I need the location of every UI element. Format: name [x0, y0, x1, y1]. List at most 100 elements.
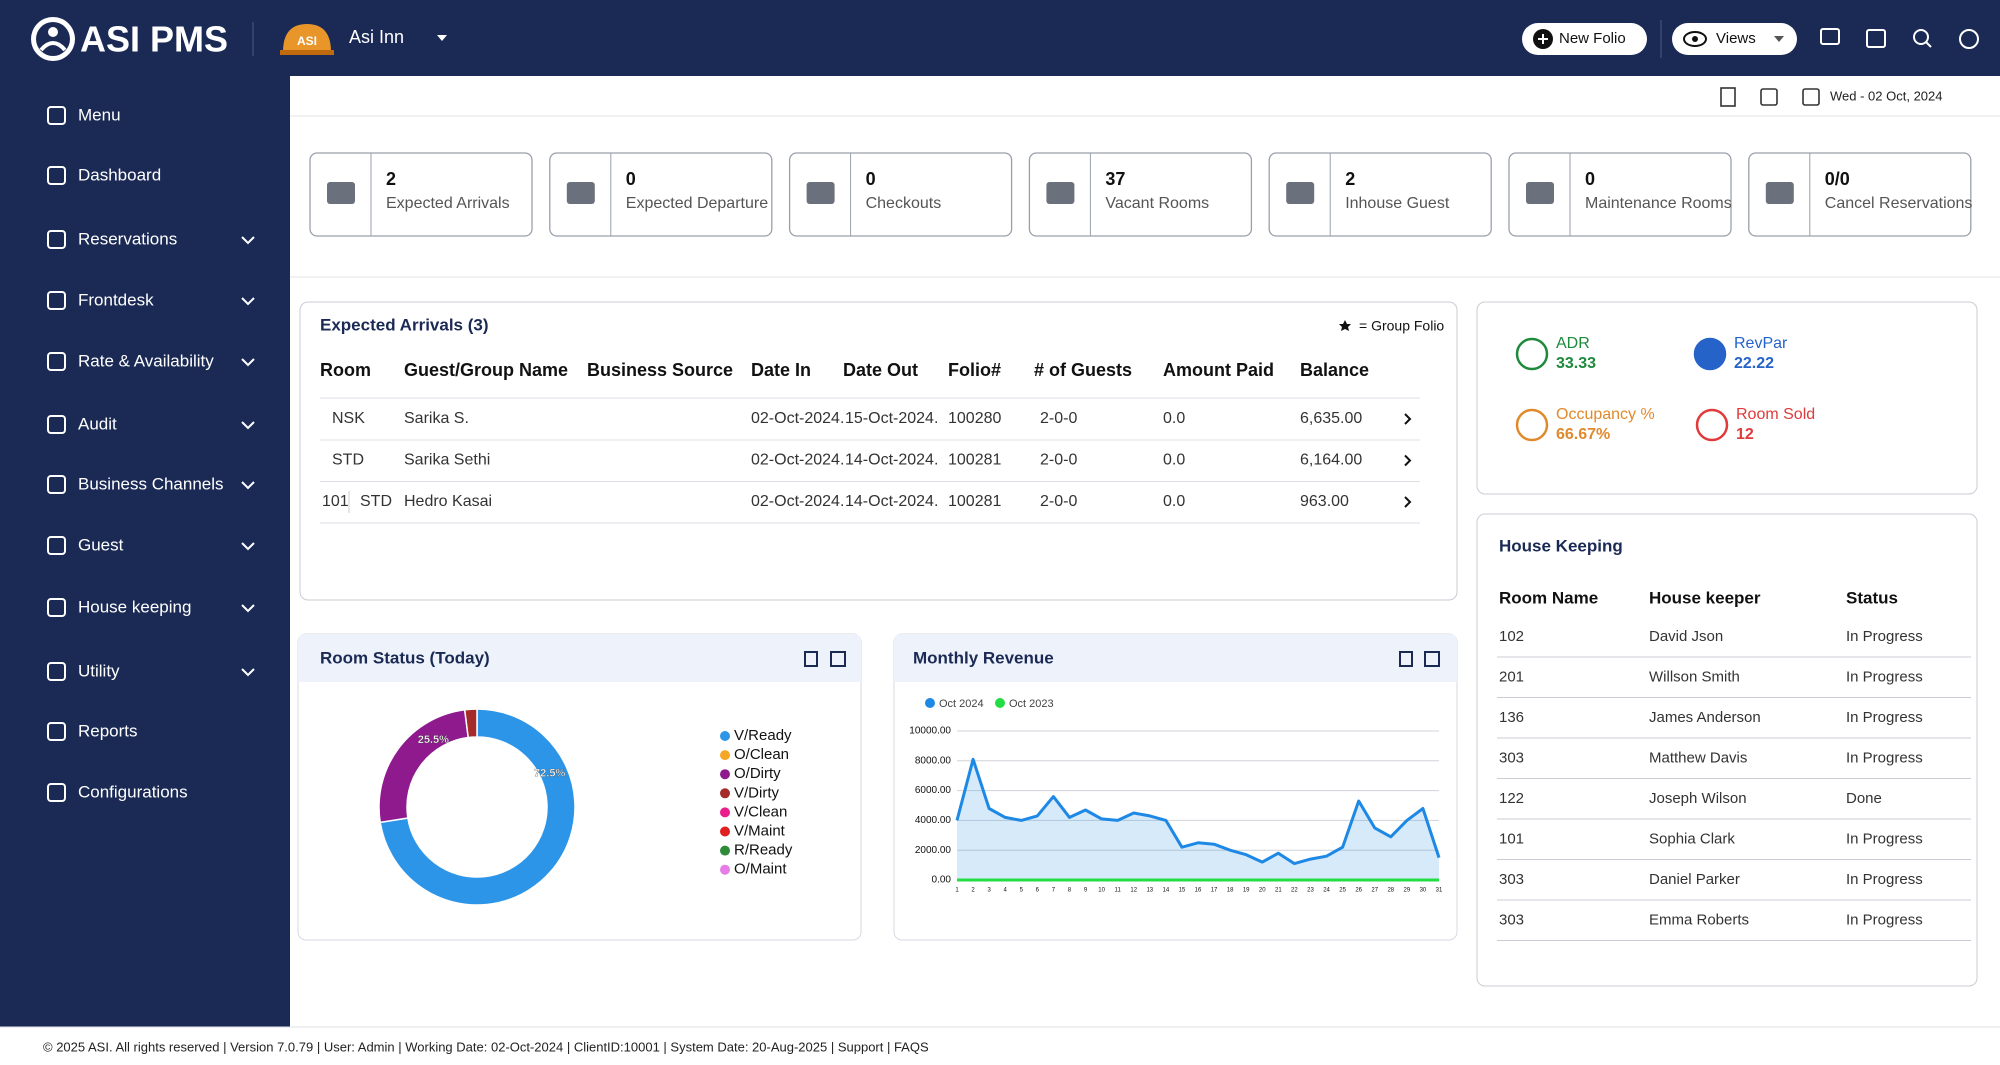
x-tick-label: 28 [1387, 888, 1394, 894]
housekeeping-title: House Keeping [1499, 536, 1623, 555]
stat-card[interactable] [549, 152, 773, 237]
hotel-dropdown[interactable] [437, 35, 447, 41]
stat-label: Maintenance Rooms [1585, 195, 1732, 212]
column-header: Business Source [587, 360, 733, 380]
x-tick-label: 13 [1146, 888, 1153, 894]
cell: 303 [1499, 911, 1524, 928]
sidebar-icon [47, 291, 66, 310]
stat-label: Vacant Rooms [1105, 195, 1209, 212]
legend-label: V/Ready [734, 727, 792, 744]
views-icon-pupil [1692, 36, 1698, 42]
new-folio-button[interactable] [1522, 23, 1647, 55]
hotel-name[interactable]: Asi Inn [349, 27, 404, 47]
legend-label: Oct 2023 [1009, 698, 1054, 710]
date-icon[interactable] [1802, 88, 1820, 106]
x-tick-label: 22 [1291, 888, 1298, 894]
x-tick-label: 24 [1323, 888, 1330, 894]
room-status-title: Room Status (Today) [320, 648, 490, 667]
logo-body [39, 41, 67, 52]
kpi-value: 22.22 [1734, 355, 1774, 372]
stat-value: 2 [1345, 169, 1355, 189]
kpi-icon [1693, 337, 1727, 371]
sidebar-item[interactable] [20, 522, 270, 570]
x-tick-label: 29 [1404, 888, 1411, 894]
line [955, 757, 1441, 866]
x-tick-label: 3 [987, 888, 991, 894]
y-tick-label: 10000.00 [909, 726, 951, 737]
stat-card[interactable] [788, 152, 1013, 237]
calendar-icon[interactable] [1866, 29, 1886, 48]
chart-icon[interactable] [1399, 651, 1413, 667]
kpi-panel [1476, 301, 1978, 495]
sidebar-icon [47, 230, 66, 249]
stat-icon [806, 182, 835, 204]
stat-value: 37 [1105, 169, 1125, 189]
sidebar-chevron [241, 481, 255, 490]
legend-swatch [925, 698, 935, 708]
sidebar-icon [47, 722, 66, 741]
sidebar-item[interactable] [20, 92, 270, 140]
column-header: Folio# [948, 360, 1001, 380]
cell: In Progress [1846, 749, 1923, 766]
legend-swatch [720, 769, 730, 780]
date-text: Wed - 02 Oct, 2024 [1830, 88, 1943, 103]
table-icon[interactable] [830, 651, 846, 667]
cell: Daniel Parker [1649, 871, 1740, 888]
profile-icon[interactable] [1959, 29, 1979, 49]
stat-card[interactable] [1268, 152, 1492, 237]
sidebar-item[interactable] [20, 648, 270, 696]
x-tick-label: 12 [1130, 888, 1137, 894]
sidebar-chevron [241, 236, 255, 245]
legend-swatch [720, 750, 730, 761]
views-button[interactable] [1672, 23, 1797, 55]
x-tick-label: 2 [971, 888, 975, 894]
cell: Sarika S. [404, 410, 469, 427]
cell: Matthew Davis [1649, 749, 1747, 766]
sidebar-label: Guest [78, 535, 124, 554]
sidebar-label: House keeping [78, 597, 191, 616]
kpi-label: RevPar [1734, 335, 1788, 352]
cell: David Json [1649, 628, 1723, 645]
x-tick-label: 26 [1355, 888, 1362, 894]
building-icon[interactable] [1720, 87, 1736, 107]
y-tick-label: 4000.00 [915, 815, 952, 826]
stat-value: 2 [386, 169, 396, 189]
sidebar-chevron [241, 358, 255, 367]
legend-swatch [995, 698, 1005, 708]
sidebar-icon [47, 352, 66, 371]
message-icon[interactable] [1820, 28, 1840, 45]
row-chevron [1404, 454, 1412, 467]
stat-card[interactable] [1508, 152, 1732, 237]
chart-icon[interactable] [804, 651, 818, 667]
housekeeping-panel [1476, 513, 1978, 987]
x-tick-label: 11 [1115, 888, 1122, 894]
sidebar-item[interactable] [20, 401, 270, 449]
sidebar-icon [47, 415, 66, 434]
stat-label: Checkouts [866, 195, 942, 212]
search-icon[interactable] [1913, 29, 1929, 45]
x-tick-label: 23 [1307, 888, 1314, 894]
column-header: Date In [751, 360, 811, 380]
sidebar-chevron [241, 668, 255, 677]
stack-icon[interactable] [1760, 88, 1778, 106]
x-tick-label: 8 [1068, 888, 1072, 894]
cell: 14-Oct-2024. [845, 452, 938, 469]
x-tick-label: 18 [1227, 888, 1234, 894]
cell: Done [1846, 790, 1882, 807]
stat-card[interactable] [1748, 152, 1972, 237]
stat-card[interactable] [1028, 152, 1253, 237]
stat-card[interactable] [309, 152, 533, 237]
sidebar-chevron [241, 542, 255, 551]
new-folio-plus [1538, 34, 1548, 44]
legend-label: O/Maint [734, 861, 787, 878]
cell: NSK [332, 410, 365, 427]
sidebar-item[interactable] [20, 708, 270, 756]
x-tick-label: 6 [1036, 888, 1040, 894]
sidebar-icon [47, 662, 66, 681]
table-icon[interactable] [1424, 651, 1440, 667]
stat-label: Cancel Reservations [1825, 195, 1973, 212]
legend-label: O/Dirty [734, 765, 781, 782]
arrivals-title: Expected Arrivals (3) [320, 315, 489, 334]
brand: ASI PMS [80, 19, 228, 60]
